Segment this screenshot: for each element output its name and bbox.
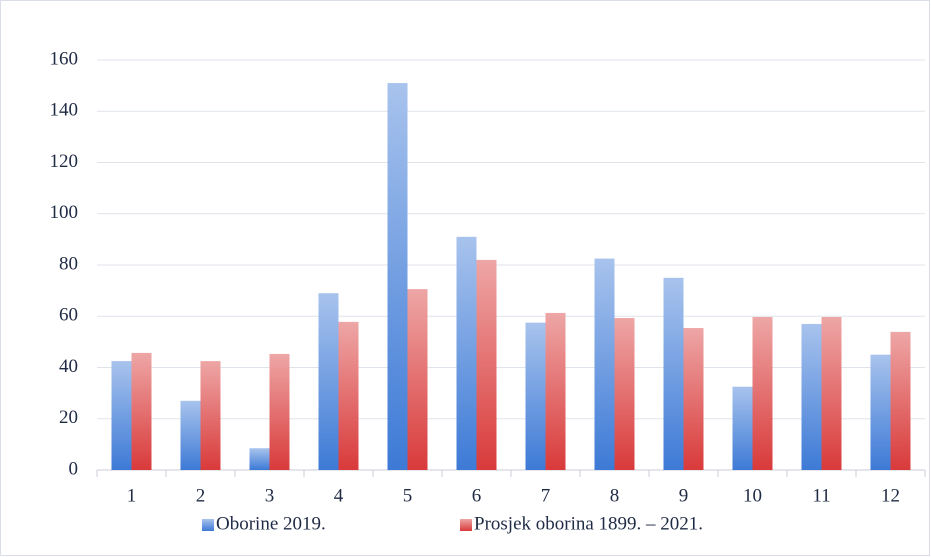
bar (663, 277, 684, 470)
legend-swatch (460, 519, 472, 531)
bar (683, 328, 704, 470)
x-tick-label: 6 (472, 485, 482, 506)
legend-swatch (202, 519, 214, 531)
bar (180, 400, 201, 470)
bar (269, 353, 290, 470)
x-tick-label: 5 (403, 485, 413, 506)
y-tick-label: 0 (69, 458, 79, 479)
bar (545, 312, 566, 470)
bar (200, 361, 221, 470)
bar (821, 317, 842, 470)
legend-label: Oborine 2019. (216, 513, 326, 534)
x-tick-label: 2 (196, 485, 206, 506)
x-tick-label: 9 (679, 485, 689, 506)
x-tick-label: 4 (334, 485, 344, 506)
y-tick-label: 40 (59, 356, 78, 377)
bar (476, 259, 497, 470)
x-tick-label: 12 (881, 485, 900, 506)
y-tick-label: 60 (59, 305, 78, 326)
x-tick-label: 10 (743, 485, 762, 506)
bar (801, 323, 822, 470)
bar (387, 83, 408, 470)
bar (614, 318, 635, 470)
y-tick-label: 120 (50, 151, 79, 172)
y-tick-label: 20 (59, 407, 78, 428)
bar (318, 293, 339, 470)
bar (525, 322, 546, 470)
legend-label: Prosjek oborina 1899. – 2021. (474, 513, 703, 534)
y-tick-label: 160 (50, 48, 79, 69)
bar (456, 236, 477, 470)
bar (594, 258, 615, 470)
bar (752, 317, 773, 470)
x-tick-label: 8 (610, 485, 620, 506)
x-tick-label: 11 (812, 485, 830, 506)
bar (131, 352, 152, 470)
y-tick-label: 100 (50, 202, 79, 223)
x-tick-label: 3 (265, 485, 275, 506)
bar (870, 354, 891, 470)
x-tick-label: 7 (541, 485, 551, 506)
x-tick-label: 1 (127, 485, 137, 506)
bar (407, 289, 428, 470)
bar (111, 361, 132, 470)
bar (249, 448, 270, 470)
bar (338, 321, 359, 470)
bar (890, 331, 911, 470)
y-tick-label: 140 (50, 100, 79, 121)
bar (732, 386, 753, 470)
y-tick-label: 80 (59, 253, 78, 274)
